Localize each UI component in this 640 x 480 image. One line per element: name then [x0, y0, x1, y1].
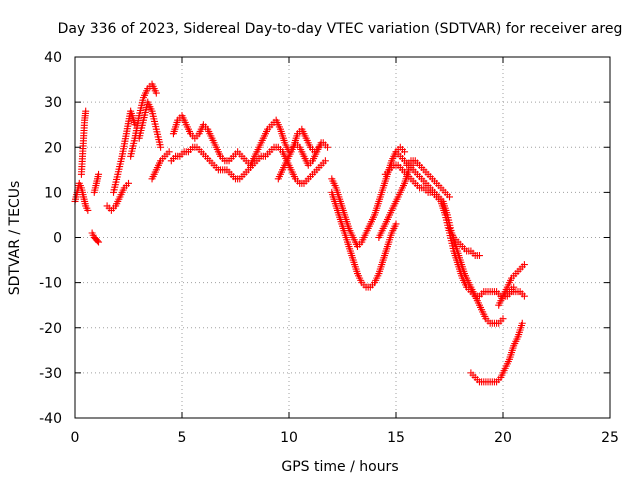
data-series [403, 157, 453, 201]
y-tick-label: 0 [53, 231, 62, 247]
y-tick-label: -20 [39, 321, 62, 337]
data-series [110, 107, 139, 196]
data-series [127, 80, 160, 160]
data-series [495, 261, 528, 309]
data-series [148, 148, 173, 183]
data-point [125, 179, 132, 187]
marks-layer [71, 80, 528, 386]
data-point [520, 292, 528, 300]
data-point-interp [93, 237, 101, 245]
data-point [165, 148, 173, 156]
data-point [152, 89, 160, 97]
data-series [77, 107, 90, 178]
data-point [95, 170, 103, 178]
y-tick-label: -40 [39, 411, 62, 427]
data-series [103, 179, 132, 214]
y-tick-label: 10 [44, 185, 62, 201]
y-axis-label: SDTVAR / TECUs [7, 181, 23, 296]
data-point [317, 139, 325, 147]
labels-layer: 0 5 10 15 20 25 -40 -30 -20 -10 0 10 20 30 40 [39, 50, 619, 446]
data-series [375, 161, 417, 241]
data-point [401, 148, 409, 156]
data-series [88, 229, 103, 246]
data-point [84, 206, 92, 214]
data-series [274, 139, 325, 183]
plot-frame [74, 56, 611, 419]
data-series [499, 288, 528, 300]
x-tick-label: 15 [387, 430, 405, 446]
x-tick-label: 5 [178, 430, 187, 446]
y-tick-label: 30 [44, 95, 62, 111]
data-point [157, 143, 165, 151]
data-series [446, 224, 483, 260]
data-point [324, 143, 332, 151]
x-axis-label: GPS time / hours [281, 459, 398, 475]
data-series [467, 319, 526, 386]
y-tick-label: 40 [44, 50, 62, 66]
data-series [169, 112, 332, 169]
y-tick-label: -10 [39, 276, 62, 292]
data-point [392, 220, 400, 228]
y-tick-label: -30 [39, 366, 62, 382]
data-point [95, 238, 103, 246]
data-point [82, 107, 90, 115]
data-point [475, 252, 483, 260]
y-tick-label: 20 [44, 140, 62, 156]
data-series [328, 143, 409, 251]
data-point [321, 157, 329, 165]
data-point [518, 319, 526, 327]
data-point [446, 193, 453, 201]
x-tick-label: 10 [280, 430, 298, 446]
chart-title: Day 336 of 2023, Sidereal Day-to-day VTE… [58, 21, 623, 37]
data-point [520, 261, 528, 269]
data-series [328, 188, 400, 291]
data-point [499, 315, 507, 323]
data-series [90, 170, 103, 196]
x-tick-label: 20 [494, 430, 512, 446]
x-tick-label: 25 [601, 430, 619, 446]
data-series [135, 98, 165, 151]
x-tick-label: 0 [71, 430, 80, 446]
